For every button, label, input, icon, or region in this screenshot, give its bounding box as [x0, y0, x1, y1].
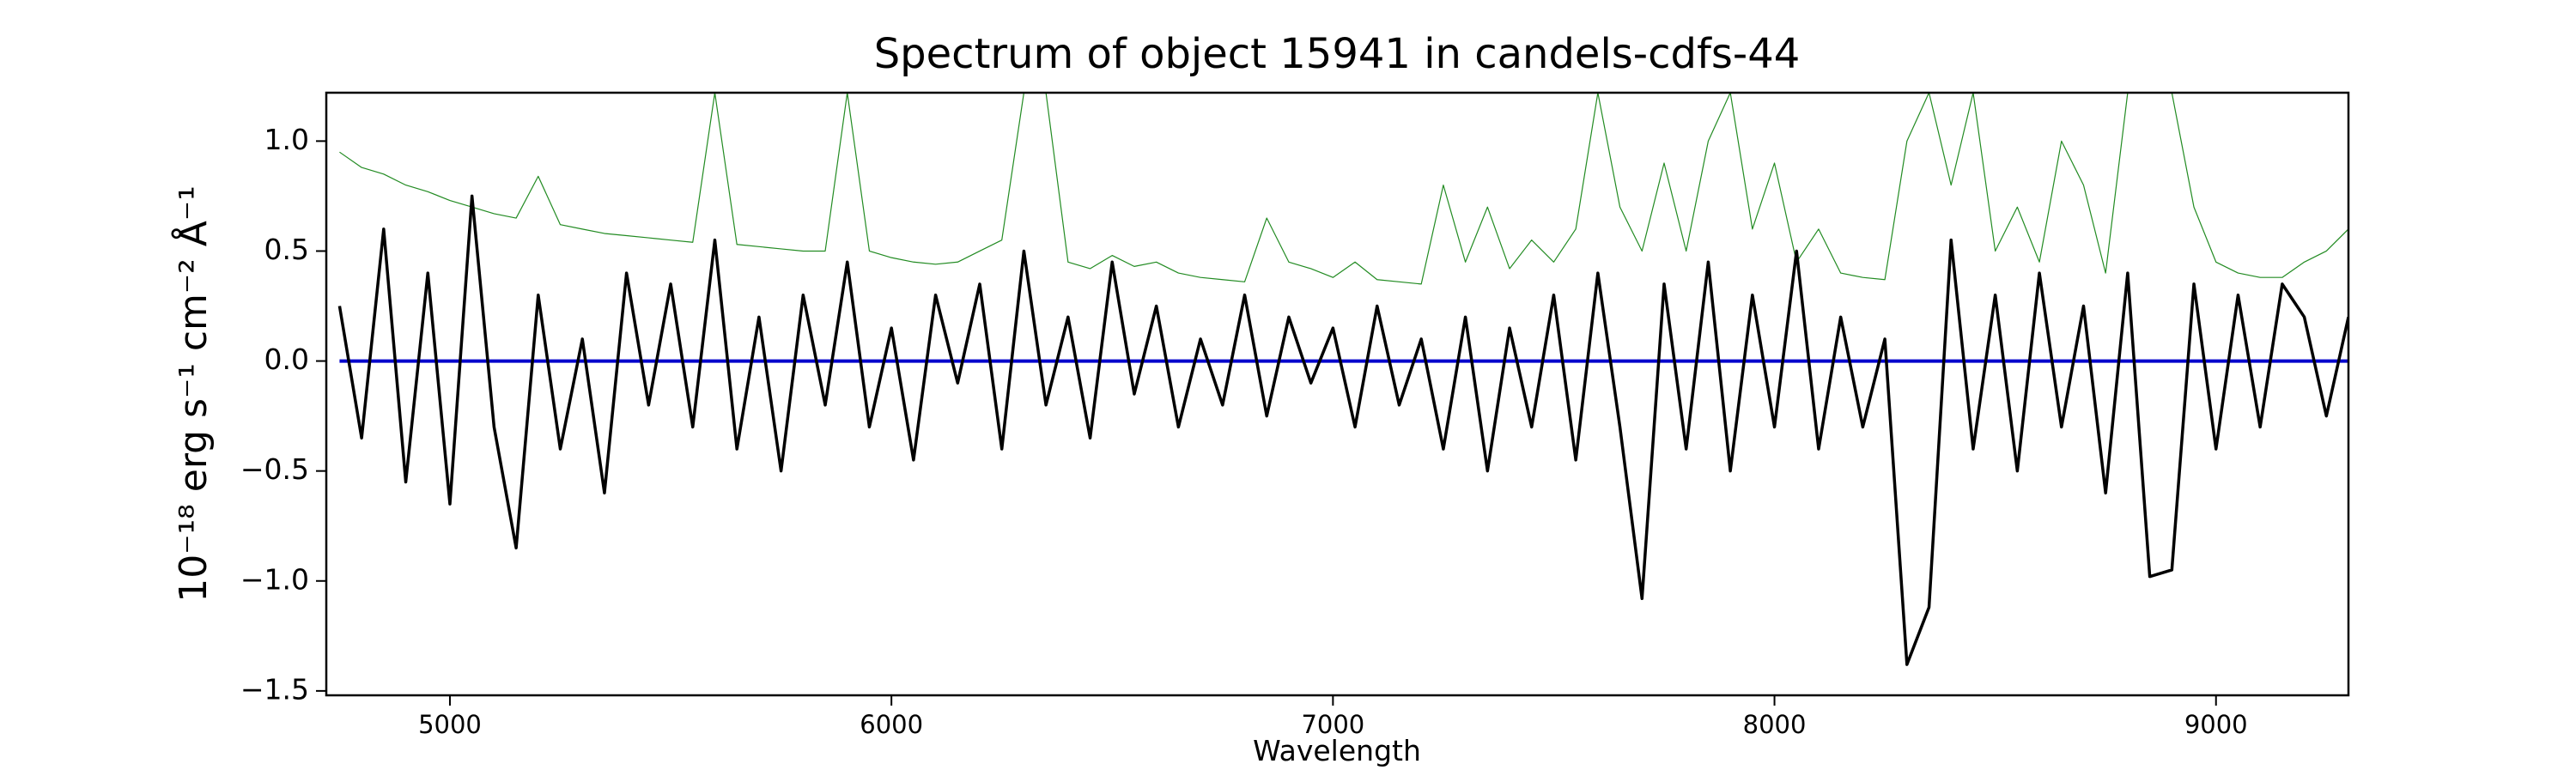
plot-frame — [325, 91, 2350, 697]
x-axis-label: Wavelength — [1253, 734, 1421, 767]
x-tick-label: 8000 — [1743, 710, 1807, 739]
y-tick-label: −1.0 — [240, 562, 309, 596]
series-line — [339, 93, 2348, 285]
plot-area — [337, 93, 2348, 666]
y-tick-label: 1.0 — [264, 123, 309, 156]
x-tick-label: 5000 — [418, 710, 482, 739]
y-tick-label: 0.0 — [264, 343, 309, 376]
y-tick-label: −0.5 — [240, 452, 309, 486]
series-line — [337, 194, 2348, 666]
y-tick-label: 0.5 — [264, 233, 309, 266]
chart-title: Spectrum of object 15941 in candels-cdfs… — [874, 30, 1801, 78]
x-tick-label: 6000 — [860, 710, 923, 739]
y-axis-label: 10⁻¹⁸ erg s⁻¹ cm⁻² Å⁻¹ — [170, 185, 216, 602]
x-tick-label: 7000 — [1301, 710, 1364, 739]
x-tick-label: 9000 — [2184, 710, 2248, 739]
y-tick-label: −1.5 — [240, 672, 309, 706]
